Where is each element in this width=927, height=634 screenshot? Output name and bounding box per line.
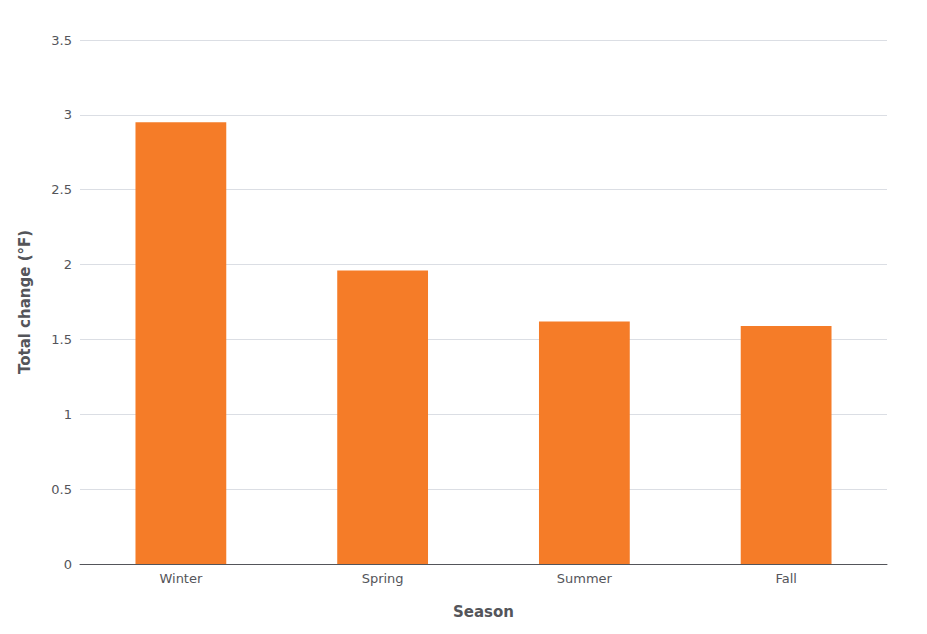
svg-text:Summer: Summer [557,571,613,586]
svg-text:Season: Season [453,603,514,621]
svg-text:0.5: 0.5 [51,482,72,497]
svg-text:0: 0 [64,557,72,572]
svg-text:Spring: Spring [362,571,404,586]
svg-text:Fall: Fall [775,571,796,586]
svg-text:2.5: 2.5 [51,182,72,197]
svg-text:2: 2 [64,257,72,272]
svg-text:3.5: 3.5 [51,33,72,48]
svg-text:1.5: 1.5 [51,332,72,347]
svg-text:1: 1 [64,407,72,422]
svg-text:Total change (°F): Total change (°F) [16,230,34,374]
svg-text:Winter: Winter [159,571,203,586]
svg-text:3: 3 [64,107,72,122]
